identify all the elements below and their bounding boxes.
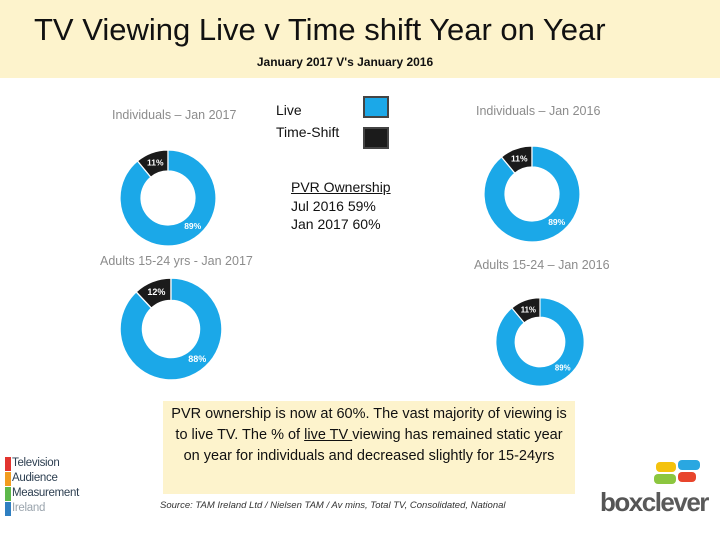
summary-text-underlined: live TV bbox=[304, 427, 353, 443]
header-banner: TV Viewing Live v Time shift Year on Yea… bbox=[0, 0, 720, 78]
boxclever-logo-mark bbox=[654, 460, 700, 484]
donut-adults-2017: 88% 12% bbox=[119, 277, 223, 381]
chart-title-individuals-2016: Individuals – Jan 2016 bbox=[476, 104, 601, 118]
chart-title-adults-2016: Adults 15-24 – Jan 2016 bbox=[474, 258, 610, 272]
pvr-line-jul-2016: Jul 2016 59% bbox=[291, 197, 376, 214]
tam-line-audience: Audience bbox=[12, 472, 58, 484]
summary-callout: PVR ownership is now at 60%. The vast ma… bbox=[163, 401, 575, 494]
legend-live-label: Live bbox=[276, 102, 302, 118]
page-title: TV Viewing Live v Time shift Year on Yea… bbox=[34, 12, 606, 47]
legend-timeshift-label: Time-Shift bbox=[276, 124, 340, 140]
data-label-time-shift: 11% bbox=[521, 305, 536, 314]
chart-title-adults-2017: Adults 15-24 yrs - Jan 2017 bbox=[100, 254, 253, 268]
data-label-live: 89% bbox=[548, 217, 565, 227]
donut-individuals-2016: 89% 11% bbox=[483, 145, 581, 243]
chart-title-individuals-2017: Individuals – Jan 2017 bbox=[112, 108, 237, 122]
summary-text-part2: viewing has remained static year on year… bbox=[183, 427, 563, 464]
data-label-time-shift: 11% bbox=[511, 154, 528, 164]
pvr-heading: PVR Ownership bbox=[291, 179, 391, 195]
boxclever-box: box bbox=[600, 487, 643, 517]
slice-live bbox=[119, 277, 223, 381]
data-label-time-shift: 12% bbox=[147, 287, 165, 297]
pvr-ownership-note: PVR Ownership Jul 2016 59% Jan 2017 60% bbox=[291, 178, 391, 234]
data-label-time-shift: 11% bbox=[147, 158, 164, 168]
pvr-line-jan-2017: Jan 2017 60% bbox=[291, 216, 381, 232]
slice-live bbox=[495, 297, 585, 387]
data-label-live: 88% bbox=[188, 354, 206, 364]
tam-ireland-wordmark: Television Audience Measurement Ireland bbox=[12, 456, 79, 516]
source-note: Source: TAM Ireland Ltd / Nielsen TAM / … bbox=[160, 500, 506, 511]
boxclever-clever: clever bbox=[641, 487, 710, 517]
summary-text: PVR ownership is now at 60%. The vast ma… bbox=[163, 401, 575, 467]
legend-live-swatch bbox=[363, 96, 389, 118]
data-label-live: 89% bbox=[555, 364, 571, 373]
tam-line-measurement: Measurement bbox=[12, 487, 80, 499]
slice-live bbox=[119, 149, 217, 247]
slice-live bbox=[483, 145, 581, 243]
page-subtitle: January 2017 V's January 2016 bbox=[256, 55, 434, 69]
summary-text-part1: PVR ownership is now at 60%. The vast ma… bbox=[171, 406, 567, 443]
donut-individuals-2017: 89% 11% bbox=[119, 149, 217, 247]
tam-ireland-logo bbox=[5, 457, 11, 516]
tam-line-ireland: Ireland bbox=[12, 502, 46, 514]
tam-line-television: Television bbox=[12, 457, 60, 469]
donut-adults-2016: 89% 11% bbox=[495, 297, 585, 387]
legend-timeshift-swatch bbox=[363, 127, 389, 149]
boxclever-wordmark: boxclever bbox=[600, 487, 710, 518]
data-label-live: 89% bbox=[184, 221, 201, 231]
